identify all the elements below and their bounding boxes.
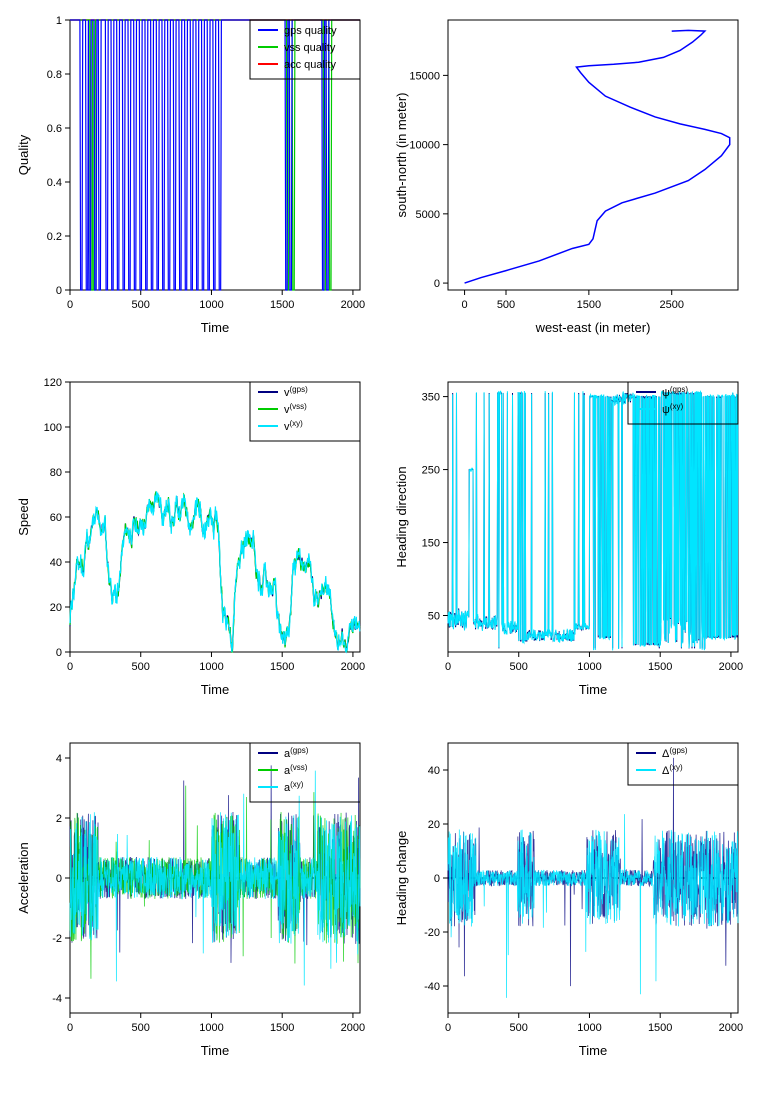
svg-text:500: 500 (132, 661, 150, 673)
svg-text:500: 500 (132, 1022, 150, 1034)
svg-text:2: 2 (56, 813, 62, 825)
svg-text:Heading change: Heading change (394, 831, 409, 926)
svg-text:0: 0 (67, 661, 73, 673)
svg-text:0.4: 0.4 (47, 177, 62, 189)
svg-text:1000: 1000 (199, 1022, 223, 1034)
svg-text:0: 0 (434, 278, 440, 290)
svg-text:1000: 1000 (199, 299, 223, 311)
svg-text:0: 0 (56, 647, 62, 659)
svg-text:500: 500 (132, 299, 150, 311)
svg-text:0: 0 (56, 873, 62, 885)
svg-text:0: 0 (434, 873, 440, 885)
svg-text:100: 100 (44, 422, 62, 434)
panel-speed: 0 500 1000 1500 2000 0 20 40 60 80 100 120 Time Speed… (10, 372, 378, 724)
svg-text:Time: Time (201, 320, 229, 335)
svg-text:Time: Time (201, 1043, 229, 1058)
chart-grid: 050010001500200000.20.40.60.81TimeQualit… (10, 10, 756, 1085)
svg-text:250: 250 (422, 464, 440, 476)
svg-text:-2: -2 (52, 933, 62, 945)
svg-text:Heading direction: Heading direction (394, 466, 409, 567)
svg-text:-40: -40 (424, 981, 440, 993)
svg-text:1500: 1500 (648, 1022, 672, 1034)
svg-text:350: 350 (422, 391, 440, 403)
svg-text:vss quality: vss quality (284, 42, 336, 54)
svg-text:60: 60 (50, 512, 62, 524)
svg-text:Time: Time (201, 682, 229, 697)
panel-hchange: 0 500 1000 1500 2000 -40 -20 0 20 40 Time Heading c… (388, 733, 756, 1085)
svg-text:Speed: Speed (16, 498, 31, 536)
svg-text:1500: 1500 (270, 661, 294, 673)
svg-text:a(gps): a(gps) (284, 746, 309, 760)
svg-text:v(xy): v(xy) (284, 419, 303, 433)
svg-text:0: 0 (462, 299, 468, 311)
svg-text:500: 500 (510, 1022, 528, 1034)
svg-text:0: 0 (445, 1022, 451, 1034)
panel-heading: 0 500 1000 1500 2000 50 150 250 350 Time Heading d… (388, 372, 756, 724)
svg-text:-20: -20 (424, 927, 440, 939)
svg-text:150: 150 (422, 537, 440, 549)
svg-text:80: 80 (50, 467, 62, 479)
svg-text:0: 0 (67, 299, 73, 311)
svg-text:a(xy): a(xy) (284, 780, 304, 794)
svg-text:5000: 5000 (416, 209, 440, 221)
svg-text:2000: 2000 (341, 1022, 365, 1034)
svg-text:20: 20 (428, 819, 440, 831)
svg-text:50: 50 (428, 610, 440, 622)
panel-accel: 0 500 1000 1500 2000 -4 -2 0 2 4 Time Acceleration a… (10, 733, 378, 1085)
svg-text:1000: 1000 (577, 661, 601, 673)
svg-text:0: 0 (56, 285, 62, 297)
svg-text:a(vss): a(vss) (284, 763, 308, 777)
panel-trajectory: 0 500 1500 2500 0 5000 10000 15000 west-east (in… (388, 10, 756, 362)
svg-text:10000: 10000 (409, 140, 440, 152)
svg-text:4: 4 (56, 753, 62, 765)
svg-text:1: 1 (56, 15, 62, 27)
svg-text:v(vss): v(vss) (284, 402, 307, 416)
svg-text:south-north (in meter): south-north (in meter) (394, 93, 409, 218)
svg-text:0.2: 0.2 (47, 231, 62, 243)
svg-text:0: 0 (67, 1022, 73, 1034)
svg-text:2000: 2000 (719, 661, 743, 673)
svg-text:-4: -4 (52, 993, 62, 1005)
svg-text:Δ(gps): Δ(gps) (662, 746, 688, 760)
svg-text:500: 500 (510, 661, 528, 673)
svg-text:15000: 15000 (409, 70, 440, 82)
svg-text:2500: 2500 (659, 299, 683, 311)
svg-text:Acceleration: Acceleration (16, 843, 31, 915)
svg-text:Quality: Quality (16, 134, 31, 175)
svg-text:Δ(xy): Δ(xy) (662, 763, 683, 777)
svg-text:1000: 1000 (199, 661, 223, 673)
svg-text:2000: 2000 (719, 1022, 743, 1034)
svg-text:0: 0 (445, 661, 451, 673)
svg-text:west-east (in meter): west-east (in meter) (535, 320, 651, 335)
svg-text:Time: Time (579, 1043, 607, 1058)
svg-text:1000: 1000 (577, 1022, 601, 1034)
svg-text:2000: 2000 (341, 299, 365, 311)
svg-text:acc quality: acc quality (284, 59, 336, 71)
svg-text:Time: Time (579, 682, 607, 697)
svg-text:1500: 1500 (648, 661, 672, 673)
svg-text:1500: 1500 (270, 1022, 294, 1034)
panel-quality: 0 500 1000 1500 2000 0 0.2 0.4 0.6 0.8 1 Time Qualit… (10, 10, 378, 362)
svg-text:1500: 1500 (577, 299, 601, 311)
svg-text:120: 120 (44, 377, 62, 389)
svg-text:1500: 1500 (270, 299, 294, 311)
svg-text:20: 20 (50, 602, 62, 614)
svg-text:v(gps): v(gps) (284, 385, 308, 399)
svg-text:40: 40 (50, 557, 62, 569)
svg-text:500: 500 (497, 299, 515, 311)
svg-text:0.6: 0.6 (47, 123, 62, 135)
svg-text:0.8: 0.8 (47, 69, 62, 81)
svg-text:gps quality: gps quality (284, 25, 337, 37)
svg-text:2000: 2000 (341, 661, 365, 673)
svg-text:40: 40 (428, 765, 440, 777)
